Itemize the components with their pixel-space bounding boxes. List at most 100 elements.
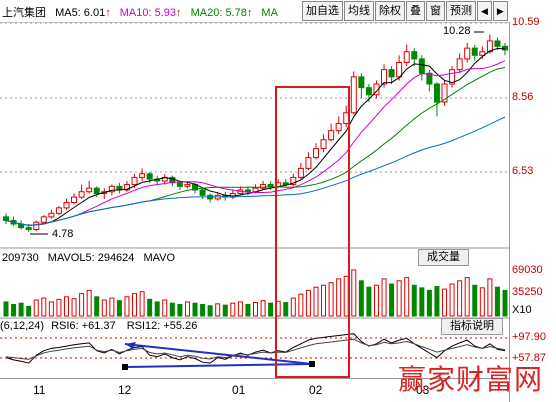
- volume-bar: [124, 296, 130, 317]
- volume-bar: [230, 302, 236, 317]
- candle-body: [244, 189, 251, 193]
- ma20-arrow: ↑: [246, 7, 253, 19]
- candle-body: [449, 69, 456, 85]
- volume-bar: [411, 284, 417, 317]
- candle-body: [305, 157, 312, 169]
- candle-body: [403, 51, 410, 63]
- overlay-button[interactable]: 叠: [406, 1, 425, 21]
- ex-rights-button[interactable]: 除权: [375, 1, 405, 21]
- candle-body: [418, 58, 425, 74]
- volume-bar: [305, 289, 311, 317]
- volume-bar: [71, 298, 77, 317]
- candle-body: [297, 167, 304, 178]
- x-axis: [0, 378, 509, 379]
- candle-body: [260, 184, 267, 189]
- volume-bar: [3, 301, 9, 317]
- nav-left-button[interactable]: ◀: [477, 1, 492, 21]
- volume-bar: [313, 286, 319, 317]
- window-button[interactable]: 窗: [426, 1, 445, 21]
- ma20-value: MA20: 5.78: [190, 7, 247, 19]
- candle-body: [494, 40, 501, 47]
- volume-bar: [200, 303, 206, 317]
- volume-bar: [237, 301, 243, 317]
- volume-label-mid: 35250: [512, 286, 543, 298]
- trend-marker-left: [122, 364, 128, 370]
- candle-body: [373, 83, 380, 96]
- volume-bar: [147, 298, 153, 317]
- ma5-value: MA5: 6.01: [55, 7, 106, 19]
- add-watchlist-button[interactable]: 加自选: [302, 1, 343, 21]
- volume-bar: [464, 277, 470, 317]
- volume-bar: [215, 303, 221, 317]
- rsi-lines: [5, 333, 506, 364]
- nav-right-button[interactable]: ▶: [492, 1, 508, 21]
- volume-bar: [434, 286, 440, 317]
- price-label-mid: 8.56: [512, 91, 534, 103]
- ma-legend: 上汽集团 MA5: 6.01↑ MA10: 5.93↑ MA20: 5.78↑ …: [2, 4, 284, 20]
- trend-line-upper: [124, 343, 313, 365]
- volume-bar: [94, 296, 100, 317]
- price-axis: [509, 22, 556, 402]
- volume-bar: [328, 282, 334, 317]
- volume-bar: [321, 284, 327, 317]
- volume-bar: [18, 302, 24, 317]
- mavol-more: MAVO: [143, 252, 176, 264]
- volume-bar: [404, 277, 410, 317]
- candle-body: [335, 123, 342, 132]
- x-label-11: 11: [33, 383, 46, 397]
- candle-body: [40, 216, 47, 223]
- moving-average-button[interactable]: 均线: [344, 1, 374, 21]
- volume-bar: [426, 289, 432, 317]
- ma10-value: MA10: 5.93: [119, 7, 177, 19]
- volume-bar: [169, 302, 175, 317]
- volume-bar: [381, 278, 387, 317]
- forecast-button[interactable]: 预测: [446, 1, 476, 21]
- volume-bar: [101, 299, 107, 317]
- candle-body: [433, 83, 440, 103]
- volume-bar: [472, 284, 478, 317]
- volume-panel-button[interactable]: 成交量: [418, 249, 469, 266]
- volume-bar: [366, 286, 372, 317]
- candle-body: [267, 184, 274, 187]
- candle-body: [426, 72, 433, 85]
- volume-bar: [116, 300, 122, 317]
- candle-body: [78, 191, 85, 198]
- volume-bar: [253, 302, 258, 317]
- candle-body: [139, 173, 146, 178]
- moving-average-lines: [5, 47, 506, 226]
- watermark: 赢家财富网: [398, 363, 544, 396]
- volume-bar: [63, 296, 69, 317]
- volume-bar: [132, 293, 138, 317]
- indicator-help-button[interactable]: 指标说明: [441, 318, 503, 335]
- volume-multiplier-label: X10: [512, 304, 532, 316]
- candle-body: [396, 61, 403, 78]
- trend-line-lower: [124, 363, 313, 368]
- volume-bar: [79, 293, 85, 317]
- volume-bar: [343, 275, 349, 317]
- volume-label-top: 69030: [512, 264, 543, 276]
- volume-bars: [3, 269, 508, 317]
- candle-body: [441, 83, 448, 103]
- candle-body: [343, 112, 350, 125]
- volume-bar: [502, 289, 508, 317]
- candle-body: [86, 187, 93, 193]
- volume-bar: [298, 293, 304, 317]
- x-label-01: 01: [232, 383, 246, 397]
- highlight-box: [275, 86, 350, 378]
- candle-body: [146, 173, 153, 180]
- volume-bar: [177, 303, 183, 317]
- volume-bar: [222, 304, 228, 317]
- high-price-label: 10.28: [443, 25, 471, 37]
- volume-bar: [162, 299, 168, 317]
- candle-body: [502, 45, 508, 51]
- rsi-label-high: +97.90: [512, 331, 546, 343]
- volume-bar: [396, 280, 402, 317]
- candle-body: [381, 69, 388, 85]
- volume-bar: [139, 291, 145, 317]
- ma-more: MA: [261, 7, 278, 19]
- volume-bar: [494, 286, 500, 317]
- candle-body: [176, 182, 183, 187]
- candle-body: [25, 227, 32, 230]
- ma20-line: [5, 67, 506, 226]
- volume-bar: [389, 283, 395, 317]
